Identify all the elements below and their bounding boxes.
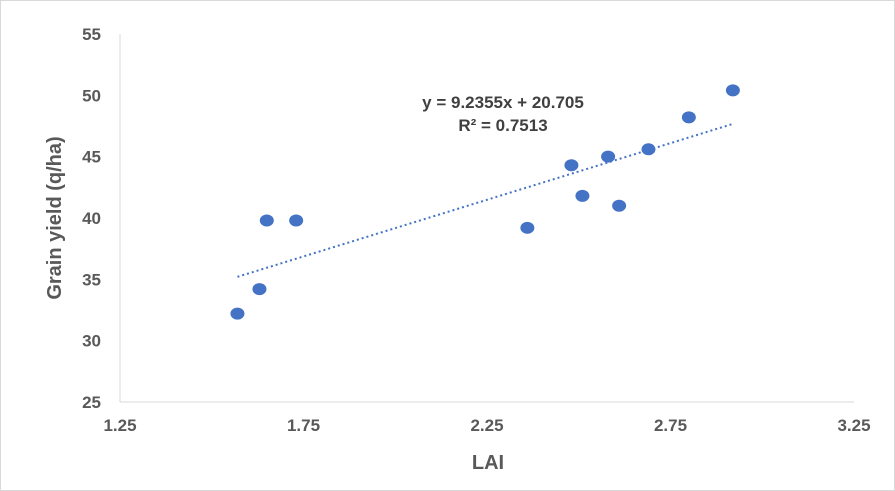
data-point [641, 143, 656, 156]
trendline-equation: y = 9.2355x + 20.705 [422, 93, 584, 112]
y-tick-label: 55 [82, 25, 101, 44]
data-point [725, 84, 740, 97]
y-tick-label: 30 [82, 332, 101, 351]
y-tick-label: 50 [82, 86, 101, 105]
x-tick-label: 1.75 [287, 416, 320, 435]
data-point [575, 189, 590, 202]
x-tick-label: 2.25 [470, 416, 503, 435]
x-tick-label: 3.25 [837, 416, 870, 435]
y-tick-label: 35 [82, 270, 101, 289]
x-tick-labels: 1.25 1.75 2.25 2.75 3.25 [103, 416, 870, 435]
y-tick-labels: 25 30 35 40 45 50 55 [82, 25, 101, 412]
trendline-r-squared: R² = 0.7513 [458, 116, 547, 135]
y-axis-title: Grain yield (q/ha) [44, 136, 66, 299]
y-tick-label: 45 [82, 148, 101, 167]
data-point [259, 214, 274, 227]
data-point [612, 199, 627, 212]
y-tick-label: 40 [82, 209, 101, 228]
trendline [237, 122, 734, 278]
x-tick-label: 1.25 [103, 416, 136, 435]
data-point [564, 159, 579, 172]
data-point [681, 111, 696, 124]
y-tick-label: 25 [82, 393, 101, 412]
x-tick-label: 2.75 [654, 416, 687, 435]
data-points [230, 84, 740, 320]
data-point [230, 307, 245, 320]
data-point [601, 150, 616, 163]
axes [119, 34, 854, 403]
data-point [289, 214, 304, 227]
data-point [520, 221, 535, 234]
x-axis-title: LAI [472, 452, 504, 474]
data-point [252, 283, 267, 296]
